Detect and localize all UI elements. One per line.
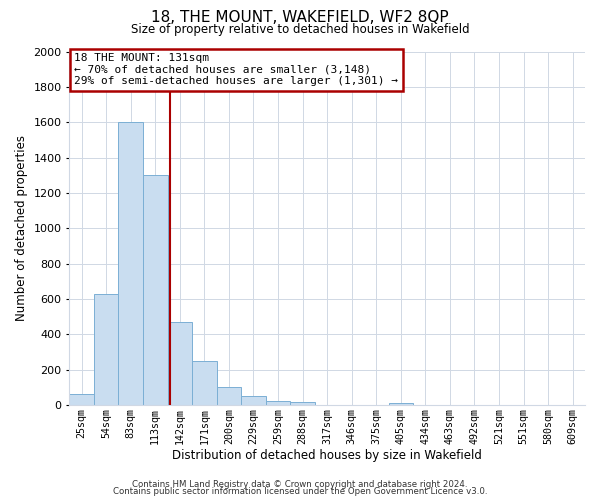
- Text: 18 THE MOUNT: 131sqm
← 70% of detached houses are smaller (3,148)
29% of semi-de: 18 THE MOUNT: 131sqm ← 70% of detached h…: [74, 54, 398, 86]
- Bar: [118, 122, 143, 405]
- Bar: [167, 322, 192, 405]
- Bar: [266, 400, 290, 405]
- Bar: [217, 388, 241, 405]
- Text: Size of property relative to detached houses in Wakefield: Size of property relative to detached ho…: [131, 22, 469, 36]
- Bar: [192, 361, 217, 405]
- Bar: [290, 402, 315, 405]
- Text: Contains HM Land Registry data © Crown copyright and database right 2024.: Contains HM Land Registry data © Crown c…: [132, 480, 468, 489]
- Bar: [389, 402, 413, 405]
- Bar: [70, 394, 94, 405]
- Y-axis label: Number of detached properties: Number of detached properties: [15, 136, 28, 322]
- X-axis label: Distribution of detached houses by size in Wakefield: Distribution of detached houses by size …: [172, 450, 482, 462]
- Bar: [241, 396, 266, 405]
- Bar: [143, 176, 167, 405]
- Text: Contains public sector information licensed under the Open Government Licence v3: Contains public sector information licen…: [113, 487, 487, 496]
- Bar: [94, 294, 118, 405]
- Text: 18, THE MOUNT, WAKEFIELD, WF2 8QP: 18, THE MOUNT, WAKEFIELD, WF2 8QP: [151, 10, 449, 25]
